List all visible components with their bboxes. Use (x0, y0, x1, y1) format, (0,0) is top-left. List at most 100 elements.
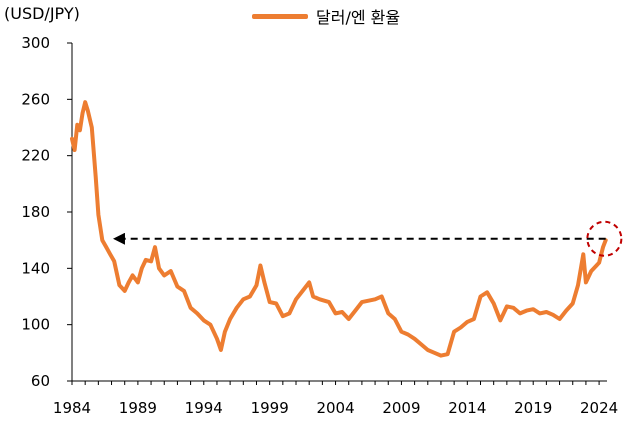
x-tick-label: 1994 (185, 399, 223, 417)
data-point (353, 308, 357, 313)
data-point (100, 238, 104, 242)
data-point (544, 310, 548, 314)
data-point (140, 266, 144, 270)
data-point (228, 317, 232, 321)
data-point (452, 330, 456, 334)
data-point (538, 311, 542, 315)
data-point (175, 285, 180, 289)
data-point (564, 308, 568, 313)
x-tick-label: 2024 (580, 399, 618, 417)
data-point (96, 213, 100, 217)
data-point (584, 280, 588, 285)
data-point (505, 304, 509, 308)
data-point (318, 297, 322, 301)
data-point (86, 109, 90, 113)
data-point (202, 318, 206, 323)
data-point (144, 258, 148, 262)
data-point (498, 318, 502, 323)
data-point (380, 294, 384, 299)
data-point (219, 348, 223, 352)
y-tick-label: 100 (21, 316, 50, 334)
data-point (426, 348, 430, 352)
data-point (340, 310, 344, 314)
data-point (104, 245, 108, 249)
data-point (439, 354, 443, 358)
data-point (576, 283, 580, 287)
data-point (215, 337, 219, 341)
data-point (188, 306, 193, 310)
data-point (73, 148, 77, 152)
data-point (333, 311, 338, 315)
data-point (445, 352, 450, 356)
data-point (248, 294, 252, 299)
data-point (294, 297, 298, 301)
data-point (241, 297, 245, 301)
chart-legend: 달러/엔 환율 (252, 5, 400, 27)
data-point (112, 259, 116, 263)
data-point (169, 269, 173, 273)
data-point (419, 342, 423, 346)
data-point (413, 337, 417, 341)
data-point (472, 317, 476, 321)
data-point (262, 280, 266, 285)
data-point (311, 294, 315, 299)
data-point (70, 137, 74, 141)
x-tick-label: 1989 (119, 399, 157, 417)
x-tick-label: 2019 (514, 399, 552, 417)
data-point (136, 280, 140, 285)
data-point (432, 351, 436, 355)
data-point (347, 317, 351, 321)
data-point (581, 252, 585, 256)
data-point (258, 263, 263, 268)
x-tick-label: 2004 (316, 399, 354, 417)
data-point (557, 317, 562, 321)
data-point (287, 311, 292, 315)
data-point (195, 311, 199, 315)
data-point (80, 111, 85, 116)
series-line-usd-jpy (70, 100, 608, 358)
x-tick-label: 2014 (448, 399, 486, 417)
data-point (83, 100, 87, 104)
data-point (531, 307, 535, 311)
data-point (108, 252, 112, 256)
data-point (94, 175, 98, 179)
data-point (360, 300, 364, 304)
data-point (492, 301, 496, 306)
data-point (301, 289, 305, 293)
y-tick-label: 220 (21, 147, 50, 165)
data-point (399, 330, 404, 334)
data-point (485, 290, 489, 294)
y-unit-label: (USD/JPY) (4, 4, 80, 23)
data-point (131, 273, 135, 277)
data-point (465, 320, 469, 324)
data-point (366, 299, 371, 303)
data-point (127, 280, 131, 285)
data-point (117, 283, 122, 287)
data-point (223, 330, 227, 334)
legend-label: 달러/엔 환율 (316, 8, 401, 27)
y-tick-label: 180 (21, 203, 50, 221)
data-point (75, 123, 79, 127)
data-point (157, 266, 161, 270)
data-point (162, 273, 166, 277)
data-point (406, 332, 410, 337)
data-point (393, 317, 397, 321)
data-point (281, 314, 285, 318)
y-tick-label: 260 (21, 90, 50, 108)
highlight-dashed-circle (586, 220, 623, 257)
data-point (90, 125, 94, 130)
data-point (511, 306, 516, 310)
y-tick-label: 60 (31, 372, 50, 390)
x-tick-label: 1999 (251, 399, 289, 417)
data-point (182, 289, 186, 293)
data-point (327, 300, 331, 304)
data-point (268, 300, 272, 304)
data-point (589, 269, 593, 273)
data-point (208, 323, 212, 327)
data-point (307, 280, 311, 285)
data-point (153, 245, 157, 249)
data-point (597, 261, 601, 265)
x-tick-label: 2009 (382, 399, 420, 417)
data-point (594, 263, 599, 268)
